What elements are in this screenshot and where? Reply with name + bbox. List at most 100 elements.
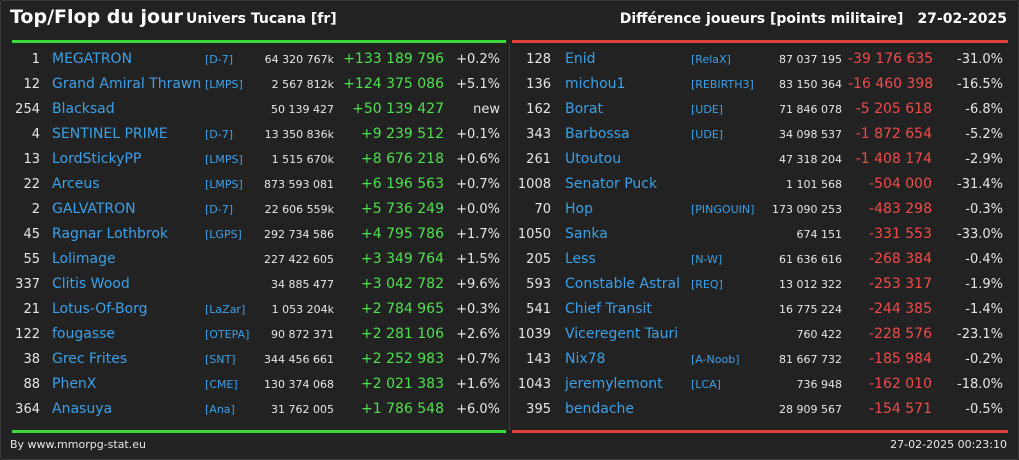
player-name-link[interactable]: LordStickyPP [52, 151, 142, 167]
player-rank: 205 [526, 252, 551, 267]
player-name-link[interactable]: Enid [565, 51, 596, 67]
points-difference: +4 795 786 [361, 226, 444, 242]
percent-change: +0.3% [456, 302, 500, 317]
player-name-link[interactable]: Less [565, 251, 596, 267]
top-losers-list: 128 Enid [RelaX] 87 037 195 -39 176 635 -31.0… [510, 47, 1019, 422]
points-difference: -483 298 [869, 201, 932, 217]
player-row: 261 Utoutou 47 318 204 -1 408 174 -2.9% [510, 147, 1019, 172]
player-row: 12 Grand Amiral Thrawn [LMPS] 2 567 812k +12… [0, 72, 509, 97]
player-name-link[interactable]: Blacksad [52, 101, 115, 117]
points-difference: +6 196 563 [361, 176, 444, 192]
top-divider-red [512, 40, 1008, 43]
alliance-tag-link[interactable]: [LGPS] [205, 228, 242, 241]
player-name-link[interactable]: SENTINEL PRIME [52, 126, 168, 142]
points-difference: -268 384 [869, 251, 932, 267]
player-name-link[interactable]: Utoutou [565, 151, 622, 167]
alliance-tag-link[interactable]: [LCA] [691, 378, 721, 391]
alliance-tag-link[interactable]: [REBIRTH3] [691, 78, 754, 91]
player-rank: 13 [23, 152, 40, 167]
player-name-link[interactable]: Chief Transit [565, 301, 652, 317]
alliance-tag-link[interactable]: [REQ] [691, 278, 723, 291]
percent-change: +1.6% [456, 377, 500, 392]
points-difference: -39 176 635 [848, 51, 934, 67]
points-difference: +2 021 383 [361, 376, 444, 392]
player-row: 1043 jeremylemont [LCA] 736 948 -162 010 -18.… [510, 372, 1019, 397]
player-name-link[interactable]: Borat [565, 101, 603, 117]
alliance-tag-link[interactable]: [LaZar] [205, 303, 246, 316]
player-rank: 162 [526, 102, 551, 117]
player-name-link[interactable]: Constable Astral [565, 276, 681, 292]
alliance-tag-link[interactable]: [D-7] [205, 53, 234, 66]
alliance-tag-link[interactable]: [SNT] [205, 353, 236, 366]
player-name-link[interactable]: Hop [565, 201, 593, 217]
points-difference: -1 408 174 [855, 151, 932, 167]
player-rank: 343 [526, 127, 551, 142]
alliance-tag-link[interactable]: [D-7] [205, 203, 234, 216]
percent-change: -33.0% [957, 227, 1003, 242]
player-rank: 1039 [517, 327, 551, 342]
player-rank: 122 [15, 327, 40, 342]
player-row: 128 Enid [RelaX] 87 037 195 -39 176 635 -31.0… [510, 47, 1019, 72]
percent-change: +0.2% [456, 52, 500, 67]
player-name-link[interactable]: fougasse [52, 326, 116, 342]
player-name-link[interactable]: Nix78 [565, 351, 606, 367]
percent-change: +0.7% [456, 352, 500, 367]
alliance-tag-link[interactable]: [PINGOUIN] [691, 203, 755, 216]
alliance-tag-link[interactable]: [LMPS] [205, 178, 243, 191]
player-name-link[interactable]: Barbossa [565, 126, 630, 142]
alliance-tag-link[interactable]: [CME] [205, 378, 238, 391]
percent-change: +1.7% [456, 227, 500, 242]
points-difference: -253 317 [869, 276, 932, 292]
alliance-tag-link[interactable]: [N-W] [691, 253, 723, 266]
player-rank: 1 [31, 52, 40, 67]
player-name-link[interactable]: Viceregent Tauri [565, 326, 679, 342]
player-points: 47 318 204 [779, 153, 842, 166]
player-name-link[interactable]: jeremylemont [565, 376, 663, 392]
percent-change: -31.0% [957, 52, 1003, 67]
player-name-link[interactable]: Clitis Wood [52, 276, 130, 292]
alliance-tag-link[interactable]: [Ana] [205, 403, 235, 416]
player-rank: 45 [23, 227, 40, 242]
alliance-tag-link[interactable]: [LMPS] [205, 78, 243, 91]
percent-change: -0.4% [965, 252, 1003, 267]
player-points: 1 101 568 [786, 178, 842, 191]
player-rank: 70 [534, 202, 551, 217]
player-name-link[interactable]: Grand Amiral Thrawn [52, 76, 202, 92]
percent-change: +0.7% [456, 177, 500, 192]
player-name-link[interactable]: Senator Puck [565, 176, 658, 192]
player-row: 2 GALVATRON [D-7] 22 606 559k +5 736 249 +0.0… [0, 197, 509, 222]
footer-credit: By www.mmorpg-stat.eu [10, 438, 146, 451]
alliance-tag-link[interactable]: [LMPS] [205, 153, 243, 166]
player-name-link[interactable]: MEGATRON [52, 51, 133, 67]
player-name-link[interactable]: Ragnar Lothbrok [52, 226, 169, 242]
footer-timestamp: 27-02-2025 00:23:10 [890, 438, 1007, 451]
alliance-tag-link[interactable]: [OTEPA] [205, 328, 250, 341]
alliance-tag-link[interactable]: [A-Noob] [691, 353, 740, 366]
player-name-link[interactable]: Anasuya [52, 401, 113, 417]
points-difference: +2 281 106 [361, 326, 444, 342]
player-name-link[interactable]: GALVATRON [52, 201, 136, 217]
player-points: 83 150 364 [779, 78, 842, 91]
bottom-divider-green [12, 430, 506, 433]
alliance-tag-link[interactable]: [UDE] [691, 128, 724, 141]
player-name-link[interactable]: Lolimage [52, 251, 116, 267]
player-name-link[interactable]: Lotus-Of-Borg [52, 301, 148, 317]
percent-change: -31.4% [957, 177, 1003, 192]
points-difference: -504 000 [869, 176, 932, 192]
player-name-link[interactable]: Sanka [565, 226, 608, 242]
player-points: 130 374 068 [264, 378, 334, 391]
header-date: 27-02-2025 [917, 11, 1007, 27]
alliance-tag-link[interactable]: [D-7] [205, 128, 234, 141]
player-name-link[interactable]: michou1 [565, 76, 626, 92]
player-points: 87 037 195 [779, 53, 842, 66]
player-name-link[interactable]: Grec Frites [52, 351, 128, 367]
player-rank: 1008 [517, 177, 551, 192]
player-name-link[interactable]: bendache [565, 401, 635, 417]
points-difference: +124 375 086 [343, 76, 444, 92]
player-points: 173 090 253 [772, 203, 842, 216]
alliance-tag-link[interactable]: [RelaX] [691, 53, 731, 66]
alliance-tag-link[interactable]: [UDE] [691, 103, 724, 116]
player-row: 13 LordStickyPP [LMPS] 1 515 670k +8 676 218… [0, 147, 509, 172]
player-name-link[interactable]: PhenX [52, 376, 97, 392]
player-name-link[interactable]: Arceus [52, 176, 100, 192]
